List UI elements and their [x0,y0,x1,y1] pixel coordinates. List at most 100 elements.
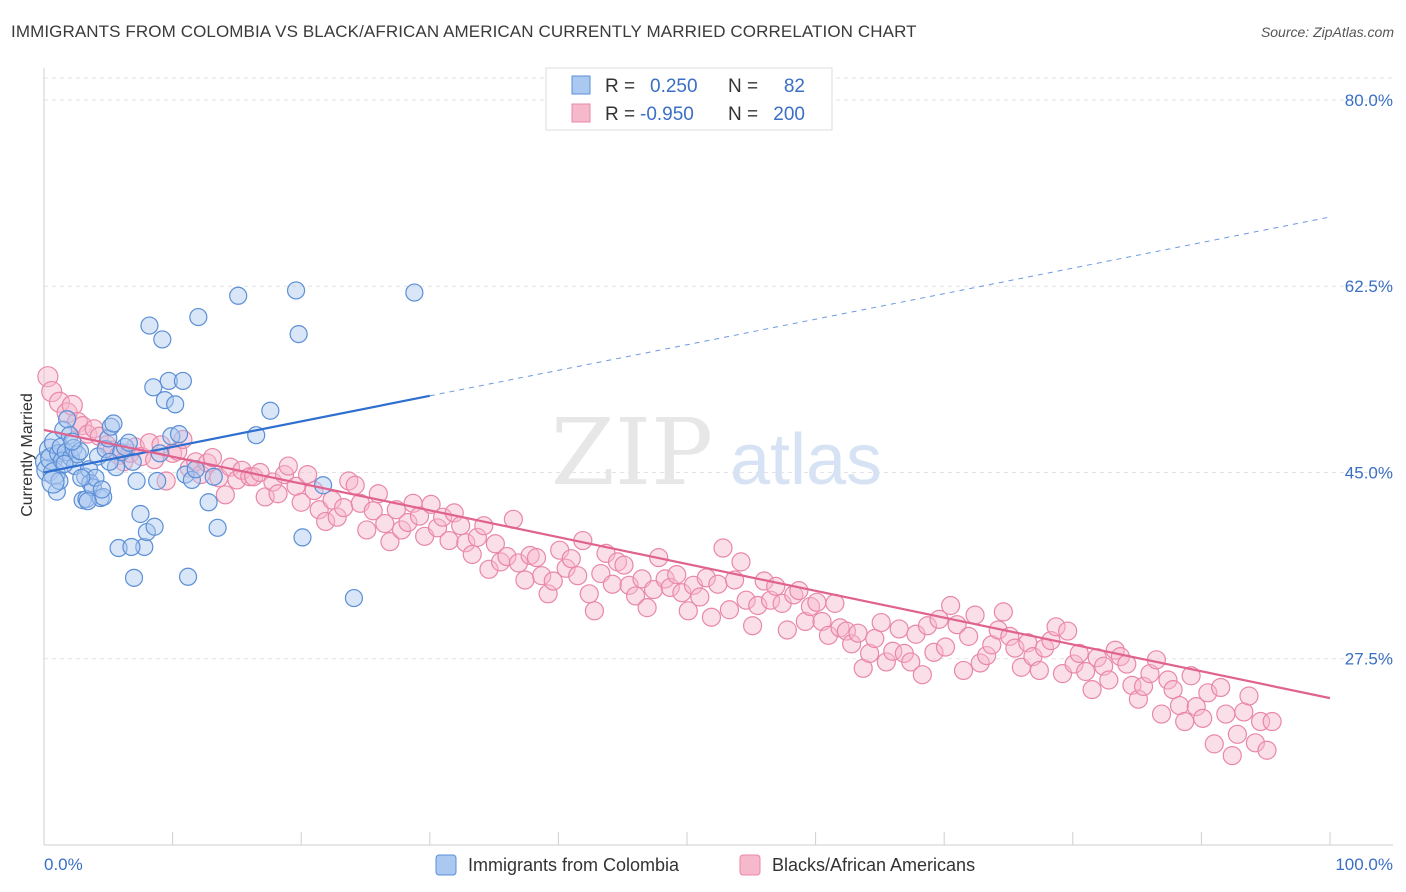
data-point-black [807,592,827,612]
data-point-colombia [72,468,91,487]
correlation-legend: R = 0.250 N = 82 R = -0.950 N = 200 [545,67,833,131]
data-point-black [456,533,476,553]
trend-line-black [43,428,1331,700]
bottom-legend-label-black: Blacks/African Americans [772,855,975,875]
data-point-black [917,616,938,636]
data-point-colombia [101,417,120,436]
series-legend: Immigrants from Colombia Blacks/African … [435,854,975,876]
data-point-colombia [286,281,306,300]
data-point-black [818,625,839,645]
data-point-colombia [148,471,167,491]
legend-n-label-1: N = [728,76,758,97]
data-point-black [427,518,448,538]
data-point-black [1211,677,1231,698]
data-point-black [625,586,646,606]
data-point-black [1099,670,1119,690]
data-point-black [766,576,786,596]
series-black-african-american-points [37,366,1282,766]
data-point-colombia [182,470,201,490]
data-point-colombia [140,316,159,335]
data-point-black [667,565,687,585]
data-point-black [1245,733,1266,753]
data-point-black [215,485,235,505]
data-point-black [993,602,1013,622]
y-tick-label: 80.0% [1345,91,1393,110]
data-point-colombia [92,480,111,499]
data-point-black [202,447,223,468]
data-point-black [977,645,997,666]
data-point-colombia [261,401,280,420]
data-point-colombia [127,471,146,491]
series-colombia-points [34,281,424,608]
data-point-black [1005,638,1025,658]
data-point-colombia [289,324,308,344]
data-point-black [719,600,740,620]
data-point-black [1250,711,1271,732]
data-point-colombia [104,414,123,433]
x-tick-labels: 0.0% 100.0% [44,855,1393,874]
data-point-black [543,571,563,591]
data-point-black [614,555,634,575]
data-point-black [912,665,932,685]
legend-r-label-1: R = [605,76,635,97]
legend-n-label-2: N = [728,104,758,125]
data-point-colombia [100,452,119,471]
data-point-black [1163,679,1183,700]
data-point-colombia [189,307,208,327]
data-point-black [889,619,909,639]
legend-n-value-1: 82 [784,76,805,97]
data-point-black [357,520,377,540]
legend-r-value-2: -0.950 [640,104,694,125]
x-tick-label-max: 100.0% [1335,855,1393,874]
data-point-colombia [208,518,227,537]
data-point-black [901,652,921,672]
legend-swatch-black [571,103,591,123]
data-point-black [334,497,354,518]
data-point-colombia [405,283,424,302]
data-point-black [708,574,728,594]
data-point-black [327,507,347,527]
data-point-colombia [145,517,164,536]
data-point-black [1198,683,1218,703]
y-axis-label: Currently Married [19,393,36,517]
data-point-black [375,513,395,534]
data-point-black [278,456,298,476]
legend-swatch-colombia [571,75,591,95]
data-point-black [935,637,956,657]
data-point-black [1257,740,1277,760]
data-point-black [1151,704,1172,724]
data-point-colombia [41,470,65,494]
data-point-black [678,601,698,621]
legend-r-label-2: R = [605,104,635,125]
data-point-black [1193,708,1213,728]
watermark-zip: ZIP [551,399,713,506]
data-point-black [1262,711,1282,732]
data-point-black [1169,695,1190,716]
legend-box [545,67,833,131]
data-point-black [1181,666,1201,686]
data-point-black [860,643,880,664]
data-point-black [871,612,891,633]
data-point-colombia [293,528,312,547]
data-point-black [1186,697,1206,717]
data-point-black [713,538,733,558]
data-point-colombia [173,371,192,391]
data-point-black [953,660,974,681]
data-point-black [876,652,896,672]
data-point-black [965,605,985,625]
data-point-black [462,544,482,565]
chart-source: Source: ZipAtlas.com [1260,24,1394,40]
data-point-black [298,464,318,485]
data-point-black [777,620,797,640]
data-point-colombia [58,410,77,429]
data-point-colombia [70,442,90,461]
data-point-black [48,391,71,413]
data-point-black [1076,661,1096,682]
bottom-legend-label-colombia: Immigrants from Colombia [468,855,680,875]
data-point-black [1069,643,1089,664]
data-point-black [637,598,657,618]
data-point-black [1128,689,1148,709]
data-point-black [532,566,552,586]
data-point-black [924,642,944,662]
data-point-black [1227,724,1248,744]
